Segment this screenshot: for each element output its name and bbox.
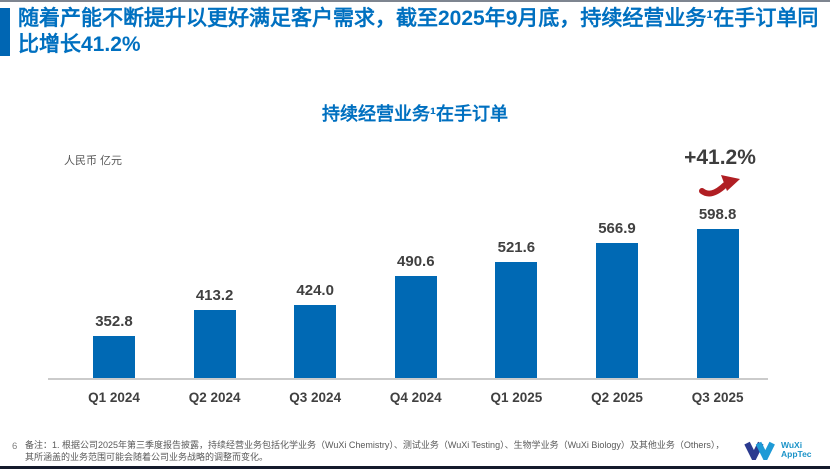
title-accent-bar bbox=[0, 8, 10, 56]
bar-category-label: Q2 2025 bbox=[591, 390, 643, 405]
bar bbox=[193, 310, 236, 378]
bar-category-label: Q1 2025 bbox=[490, 390, 543, 405]
bar-chart: 352.8 Q1 2024 413.2 Q2 2024 424.0 Q3 2024 490.… bbox=[48, 140, 768, 405]
bar bbox=[394, 276, 437, 378]
logo-text-wuxi: WuXi bbox=[781, 439, 803, 450]
growth-annotation: +41.2% bbox=[684, 146, 756, 169]
slide-title: 随着产能不断提升以更好满足客户需求，截至2025年9月底，持续经营业务¹在手订单… bbox=[18, 7, 819, 56]
axis-unit-label: 人民币 亿元 bbox=[64, 155, 123, 167]
bar bbox=[495, 262, 538, 378]
bar-category-label: Q4 2024 bbox=[389, 390, 442, 405]
bar-category-label: Q3 2025 bbox=[691, 390, 744, 405]
footnote-line2: 其所涵盖的业务范围可能会随着公司业务战略的调整而变化。 bbox=[25, 451, 269, 462]
logo-text: WuXi AppTec bbox=[781, 439, 812, 460]
bar-value-label: 424.0 bbox=[296, 282, 334, 299]
bar-value-label: 566.9 bbox=[598, 220, 636, 237]
company-logo: WuXi AppTec bbox=[744, 440, 812, 460]
bar bbox=[294, 305, 337, 378]
wuxi-logo-icon bbox=[744, 441, 775, 460]
bar-value-label: 490.6 bbox=[397, 253, 435, 270]
footnote: 备注：1. 根据公司2025年第三季度报告披露，持续经营业务包括化学业务（WuX… bbox=[25, 440, 725, 463]
top-border bbox=[0, 0, 830, 2]
bottom-border bbox=[0, 466, 830, 469]
footnote-line1: 备注：1. 根据公司2025年第三季度报告披露，持续经营业务包括化学业务（WuX… bbox=[25, 440, 725, 450]
logo-text-apptec: AppTec bbox=[781, 449, 812, 459]
page-number: 6 bbox=[12, 441, 18, 452]
bar-category-label: Q1 2024 bbox=[88, 390, 140, 405]
bar-value-label: 413.2 bbox=[195, 287, 234, 304]
bar-value-label: 352.8 bbox=[95, 313, 133, 330]
bar bbox=[696, 229, 739, 378]
bar-category-label: Q2 2024 bbox=[188, 390, 241, 405]
bar bbox=[93, 336, 135, 378]
growth-arrow-icon bbox=[699, 175, 740, 197]
bar-value-label: 521.6 bbox=[497, 239, 536, 256]
bar bbox=[596, 243, 638, 378]
chart-title: 持续经营业务¹在手订单 bbox=[322, 104, 508, 124]
bar-category-label: Q3 2024 bbox=[289, 390, 342, 405]
bar-value-label: 598.8 bbox=[698, 206, 737, 223]
